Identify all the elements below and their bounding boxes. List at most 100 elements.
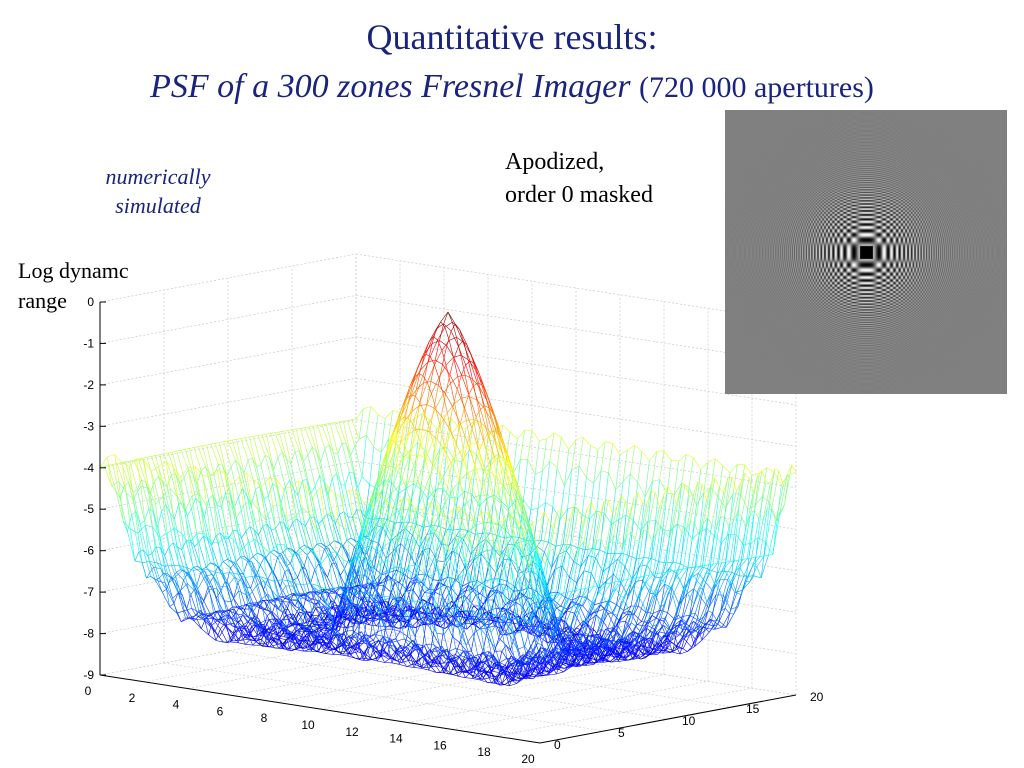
mesh-segment <box>258 509 263 547</box>
mesh-segment <box>404 527 413 536</box>
mesh-segment <box>321 645 327 654</box>
mesh-segment <box>195 466 203 476</box>
mesh-segment <box>206 506 215 509</box>
mesh-segment <box>509 613 518 632</box>
mesh-segment <box>396 440 401 443</box>
mesh-segment <box>352 641 357 647</box>
mesh-segment <box>129 460 138 490</box>
mesh-segment <box>277 451 283 458</box>
mesh-segment <box>435 499 444 512</box>
mesh-segment <box>484 578 492 582</box>
mesh-segment <box>248 595 254 612</box>
mesh-segment <box>382 609 391 627</box>
mesh-segment <box>231 561 240 574</box>
mesh-segment <box>537 571 543 595</box>
mesh-segment <box>166 589 175 604</box>
mesh-segment <box>378 467 383 487</box>
mesh-segment <box>466 480 471 500</box>
mesh-segment <box>192 473 198 485</box>
mesh-segment <box>272 483 281 522</box>
mesh-segment <box>208 494 214 500</box>
mesh-segment <box>432 621 438 626</box>
mesh-segment <box>564 577 570 598</box>
mesh-segment <box>237 620 242 623</box>
mesh-segment <box>241 531 246 539</box>
mesh-segment <box>448 427 457 443</box>
grid-line-z <box>99 336 357 386</box>
mesh-segment <box>184 610 189 619</box>
mesh-segment <box>316 591 321 594</box>
mesh-segment <box>419 382 424 406</box>
mesh-segment <box>257 435 266 456</box>
mesh-segment <box>403 551 409 574</box>
mesh-segment <box>412 369 421 383</box>
mesh-segment <box>346 625 354 628</box>
mesh-segment <box>286 458 295 490</box>
mesh-segment <box>137 524 146 534</box>
mesh-segment <box>287 547 295 553</box>
mesh-segment <box>254 539 263 547</box>
mesh-segment <box>266 637 271 640</box>
mesh-segment <box>420 573 428 594</box>
mesh-segment <box>597 608 605 612</box>
mesh-segment <box>401 398 407 415</box>
mesh-segment <box>232 538 241 551</box>
mesh-segment <box>324 516 329 554</box>
mesh-segment <box>328 613 333 616</box>
mesh-segment <box>162 488 171 497</box>
mesh-segment <box>377 628 386 632</box>
mesh-segment <box>319 601 327 608</box>
mesh-segment <box>451 463 460 481</box>
mesh-segment <box>203 586 209 601</box>
mesh-segment <box>256 632 265 642</box>
mesh-segment <box>603 613 609 623</box>
grid-line-z <box>99 377 357 427</box>
mesh-segment <box>489 501 495 514</box>
mesh-segment <box>314 569 323 592</box>
mesh-segment <box>363 502 369 536</box>
mesh-segment <box>539 438 547 441</box>
mesh-segment <box>330 649 335 651</box>
mesh-segment <box>253 479 262 488</box>
mesh-segment <box>275 521 281 529</box>
mesh-segment <box>318 651 327 654</box>
mesh-segment <box>433 659 439 667</box>
mesh-segment <box>458 346 466 366</box>
mesh-segment <box>230 572 238 575</box>
mesh-segment <box>216 597 225 613</box>
mesh-segment <box>461 364 466 376</box>
mesh-segment <box>369 658 378 662</box>
mesh-segment <box>436 619 441 628</box>
mesh-segment <box>198 611 207 619</box>
mesh-segment <box>409 377 415 386</box>
mesh-segment <box>385 628 390 644</box>
mesh-segment <box>396 567 402 599</box>
mesh-segment <box>155 546 164 574</box>
mesh-segment <box>385 499 394 510</box>
mesh-segment <box>291 648 297 652</box>
mesh-segment <box>537 470 543 509</box>
mesh-segment <box>471 498 477 526</box>
mesh-segment <box>620 566 626 583</box>
mesh-segment <box>342 644 348 652</box>
mesh-segment <box>379 559 388 565</box>
mesh-segment <box>430 381 439 386</box>
mesh-segment <box>439 655 445 664</box>
mesh-segment <box>242 603 248 616</box>
mesh-segment <box>263 580 272 590</box>
mesh-segment <box>256 599 265 603</box>
mesh-segment <box>527 459 536 475</box>
mesh-segment <box>247 560 252 563</box>
mesh-segment <box>422 582 431 594</box>
mesh-segment <box>571 439 577 470</box>
mesh-segment <box>391 578 400 583</box>
mesh-segment <box>278 585 286 599</box>
mesh-segment <box>313 592 321 594</box>
mesh-segment <box>300 647 305 649</box>
mesh-segment <box>437 339 443 351</box>
mesh-segment <box>409 581 415 584</box>
mesh-segment <box>331 563 340 589</box>
mesh-segment <box>504 566 512 596</box>
mesh-segment <box>305 525 314 550</box>
